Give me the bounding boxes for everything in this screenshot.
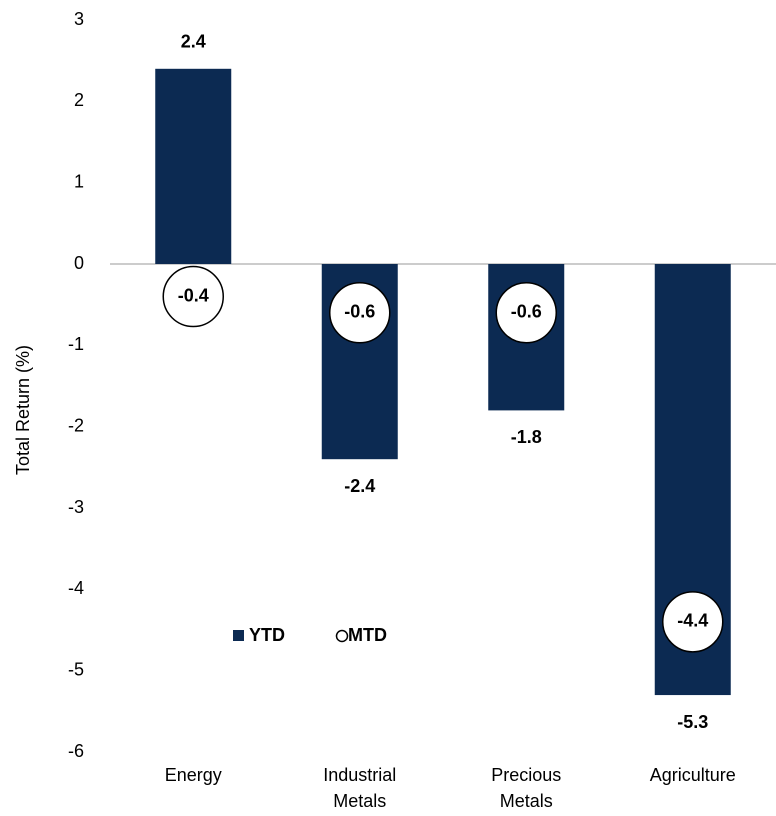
y-tick-label: -3 xyxy=(68,497,84,517)
legend-swatch xyxy=(233,630,244,641)
x-tick-label: Precious Metals xyxy=(491,765,561,811)
mtd-label: -0.6 xyxy=(511,302,542,322)
y-tick-label: -1 xyxy=(68,334,84,354)
mtd-marker xyxy=(329,282,391,344)
y-tick-label: 3 xyxy=(74,9,84,29)
bar xyxy=(155,68,232,264)
data-label: -5.3 xyxy=(677,712,708,732)
y-tick-label: 2 xyxy=(74,90,84,110)
x-tick-label: Industrial Metals xyxy=(323,765,396,811)
data-label: -1.8 xyxy=(511,427,542,447)
y-tick-label: -2 xyxy=(68,415,84,435)
legend-label: MTD xyxy=(348,625,387,645)
data-label: 2.4 xyxy=(181,32,206,52)
legend-swatch xyxy=(335,629,349,643)
y-tick-label: 0 xyxy=(74,253,84,273)
x-tick-label: Energy xyxy=(165,765,222,785)
y-tick-label: -4 xyxy=(68,578,84,598)
y-axis-label: Total Return (%) xyxy=(13,345,33,475)
mtd-marker xyxy=(662,591,724,653)
mtd-marker xyxy=(495,282,557,344)
y-tick-label: -5 xyxy=(68,659,84,679)
y-tick-label: 1 xyxy=(74,171,84,191)
legend-label: YTD xyxy=(249,625,285,645)
data-label: -2.4 xyxy=(344,476,375,496)
y-tick-label: -6 xyxy=(68,741,84,761)
mtd-label: -0.4 xyxy=(178,285,209,305)
x-tick-label: Agriculture xyxy=(650,765,736,785)
mtd-label: -4.4 xyxy=(677,611,708,631)
mtd-label: -0.6 xyxy=(344,302,375,322)
mtd-marker xyxy=(162,265,224,328)
